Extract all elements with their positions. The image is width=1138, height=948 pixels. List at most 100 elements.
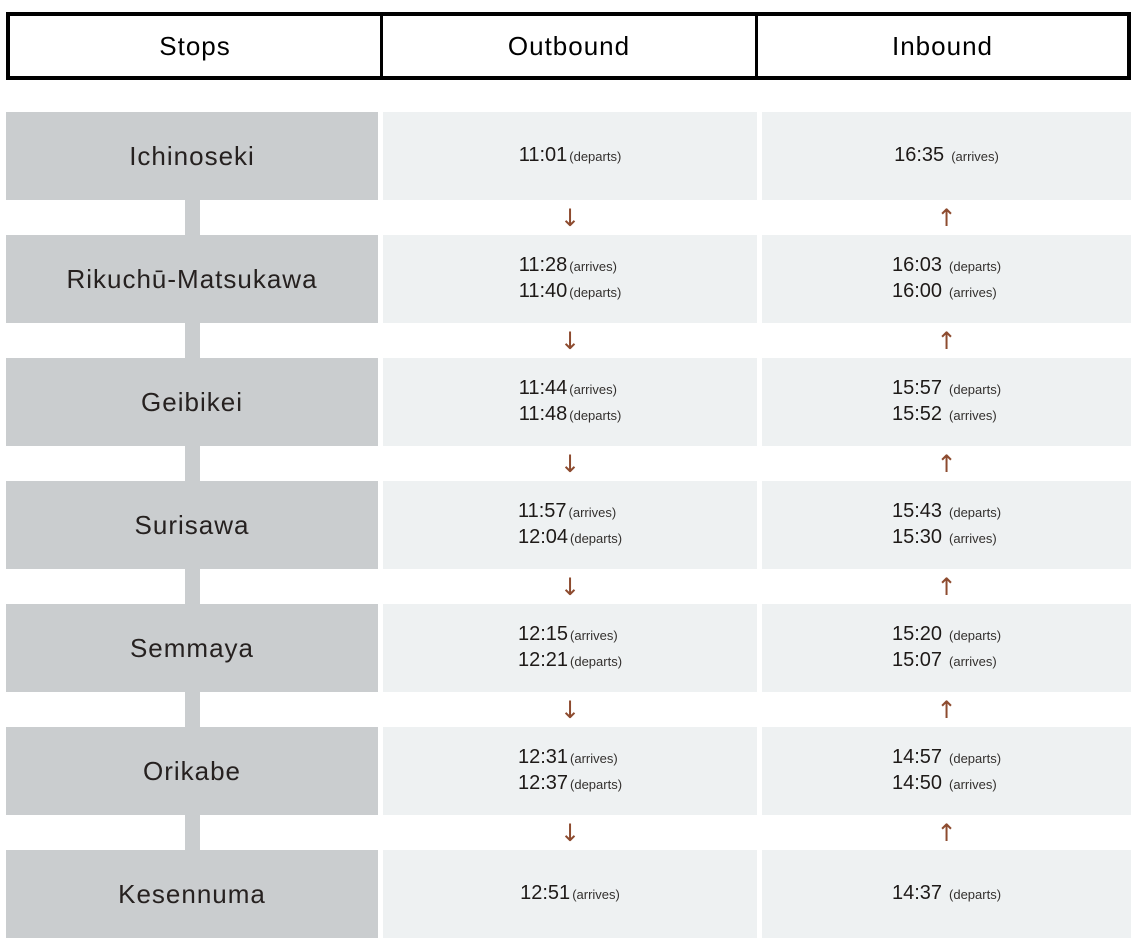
time-note: (departs)	[949, 505, 1002, 520]
station-cell: Geibikei	[6, 358, 378, 446]
time-line: 11:44 (arrives)	[519, 376, 622, 402]
outbound-time-cell: 12:51 (arrives)	[383, 850, 757, 938]
station-row-semmaya: Semmaya 12:15 (arrives) 12:21 (departs) 15…	[6, 604, 1131, 692]
inbound-direction: ↑	[762, 200, 1131, 235]
route-connector-bar	[184, 692, 200, 727]
time-note: (departs)	[949, 751, 1002, 766]
route-gap: ↓ ↑	[6, 569, 1131, 604]
header-inbound: Inbound	[755, 16, 1127, 76]
route-gap: ↓ ↑	[6, 200, 1131, 235]
route-gap: ↓ ↑	[6, 446, 1131, 481]
time-value: 11:44	[518, 377, 568, 399]
time-note: (arrives)	[572, 887, 620, 902]
time-value: 15:52	[891, 403, 943, 425]
station-cell: Orikabe	[6, 727, 378, 815]
time-block: 15:20 (departs) 15:07 (arrives)	[892, 622, 1001, 674]
time-note: (arrives)	[951, 149, 999, 164]
route-gap: ↓ ↑	[6, 692, 1131, 727]
outbound-direction: ↓	[383, 692, 757, 727]
time-note: (departs)	[570, 531, 623, 546]
up-arrow-icon: ↑	[936, 449, 957, 478]
time-line: 15:30 (arrives)	[892, 525, 1001, 551]
time-block: 14:57 (departs) 14:50 (arrives)	[892, 745, 1001, 797]
time-line: 14:37 (departs)	[892, 881, 1001, 907]
inbound-time-cell: 15:57 (departs) 15:52 (arrives)	[762, 358, 1131, 446]
outbound-time-cell: 12:31 (arrives) 12:37 (departs)	[383, 727, 757, 815]
time-note: (arrives)	[949, 531, 997, 546]
time-line: 16:35 (arrives)	[894, 143, 999, 169]
station-row-kesennuma: Kesennuma 12:51 (arrives) 14:37 (departs)	[6, 850, 1131, 938]
down-arrow-icon: ↓	[559, 449, 581, 478]
time-value: 16:35	[894, 144, 945, 166]
time-block: 15:57 (departs) 15:52 (arrives)	[892, 376, 1001, 428]
route-connector-bar	[184, 323, 200, 358]
header-spacer	[6, 80, 1131, 112]
time-line: 12:21 (departs)	[518, 648, 622, 674]
time-line: 12:15 (arrives)	[518, 622, 622, 648]
time-value: 16:00	[891, 280, 943, 302]
time-line: 16:00 (arrives)	[892, 279, 1001, 305]
time-line: 16:03 (departs)	[892, 253, 1001, 279]
route-connector	[6, 569, 378, 604]
route-gap: ↓ ↑	[6, 323, 1131, 358]
station-name: Geibikei	[141, 386, 243, 417]
up-arrow-icon: ↑	[936, 572, 957, 601]
inbound-time-cell: 15:43 (departs) 15:30 (arrives)	[762, 481, 1131, 569]
route-connector	[6, 200, 378, 235]
time-note: (departs)	[949, 628, 1002, 643]
time-note: (departs)	[569, 408, 622, 423]
station-name: Ichinoseki	[129, 140, 255, 171]
time-block: 11:44 (arrives) 11:48 (departs)	[519, 376, 622, 428]
station-name: Surisawa	[134, 509, 250, 540]
up-arrow-icon: ↑	[936, 818, 957, 847]
time-value: 15:43	[891, 500, 943, 522]
time-value: 15:30	[891, 526, 943, 548]
header-stops: Stops	[159, 30, 231, 61]
station-name: Orikabe	[142, 755, 242, 786]
time-note: (departs)	[949, 887, 1002, 902]
time-note: (departs)	[570, 777, 623, 792]
route-connector-bar	[184, 446, 200, 481]
time-value: 15:57	[891, 377, 943, 399]
inbound-time-cell: 15:20 (departs) 15:07 (arrives)	[762, 604, 1131, 692]
time-note: (arrives)	[569, 382, 617, 397]
down-arrow-icon: ↓	[559, 818, 581, 847]
time-note: (arrives)	[949, 777, 997, 792]
time-block: 11:01 (departs)	[519, 143, 622, 169]
route-connector-bar	[184, 569, 200, 604]
station-cell: Ichinoseki	[6, 112, 378, 200]
route-connector-bar	[184, 200, 200, 235]
time-block: 11:28 (arrives) 11:40 (departs)	[519, 253, 622, 305]
outbound-time-cell: 12:15 (arrives) 12:21 (departs)	[383, 604, 757, 692]
time-block: 12:31 (arrives) 12:37 (departs)	[518, 745, 622, 797]
outbound-time-cell: 11:28 (arrives) 11:40 (departs)	[383, 235, 757, 323]
time-note: (departs)	[570, 654, 623, 669]
time-line: 12:04 (departs)	[518, 525, 622, 551]
time-note: (arrives)	[570, 751, 618, 766]
time-note: (arrives)	[570, 628, 618, 643]
time-note: (arrives)	[568, 505, 617, 520]
time-block: 16:03 (departs) 16:00 (arrives)	[892, 253, 1001, 305]
time-block: 11:57 (arrives) 12:04 (departs)	[518, 499, 622, 551]
time-line: 14:50 (arrives)	[892, 771, 1001, 797]
time-value: 12:51	[520, 882, 571, 904]
route-connector-bar	[184, 815, 200, 850]
outbound-direction: ↓	[383, 200, 757, 235]
route-connector	[6, 815, 378, 850]
time-line: 11:57 (arrives)	[518, 499, 622, 525]
time-value: 12:15	[517, 623, 569, 645]
outbound-time-cell: 11:44 (arrives) 11:48 (departs)	[383, 358, 757, 446]
route-connector	[6, 446, 378, 481]
time-line: 14:57 (departs)	[892, 745, 1001, 771]
time-line: 15:43 (departs)	[892, 499, 1001, 525]
time-line: 11:40 (departs)	[519, 279, 622, 305]
outbound-time-cell: 11:57 (arrives) 12:04 (departs)	[383, 481, 757, 569]
time-value: 11:48	[518, 403, 568, 425]
down-arrow-icon: ↓	[559, 326, 581, 355]
time-block: 16:35 (arrives)	[894, 143, 999, 169]
time-line: 15:52 (arrives)	[892, 402, 1001, 428]
station-cell: Rikuchū-Matsukawa	[6, 235, 378, 323]
time-line: 15:20 (departs)	[892, 622, 1001, 648]
time-line: 15:07 (arrives)	[892, 648, 1001, 674]
